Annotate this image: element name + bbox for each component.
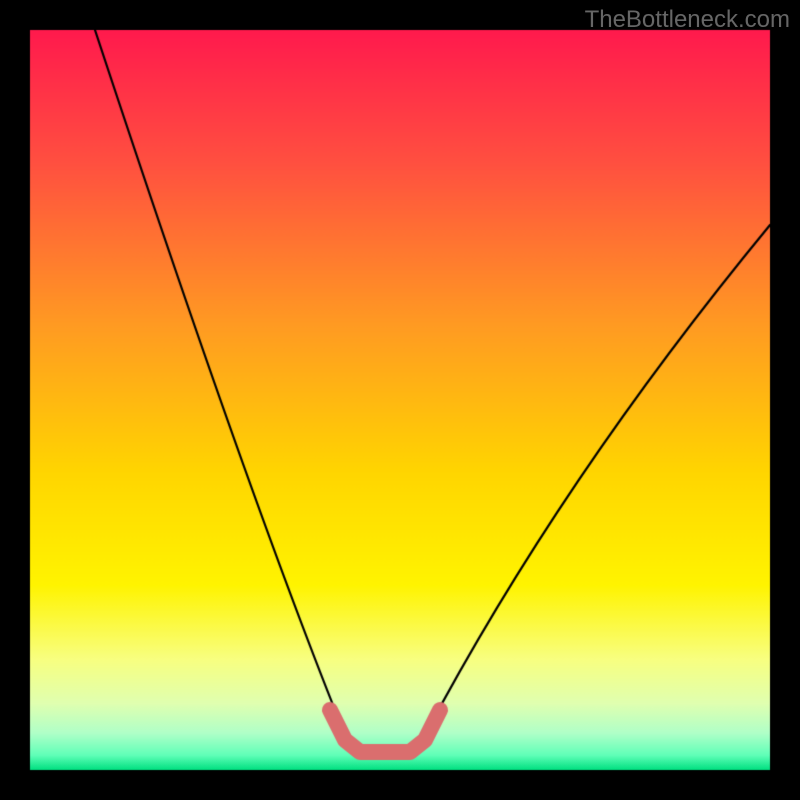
bottleneck-chart-canvas xyxy=(0,0,800,800)
chart-stage: TheBottleneck.com xyxy=(0,0,800,800)
